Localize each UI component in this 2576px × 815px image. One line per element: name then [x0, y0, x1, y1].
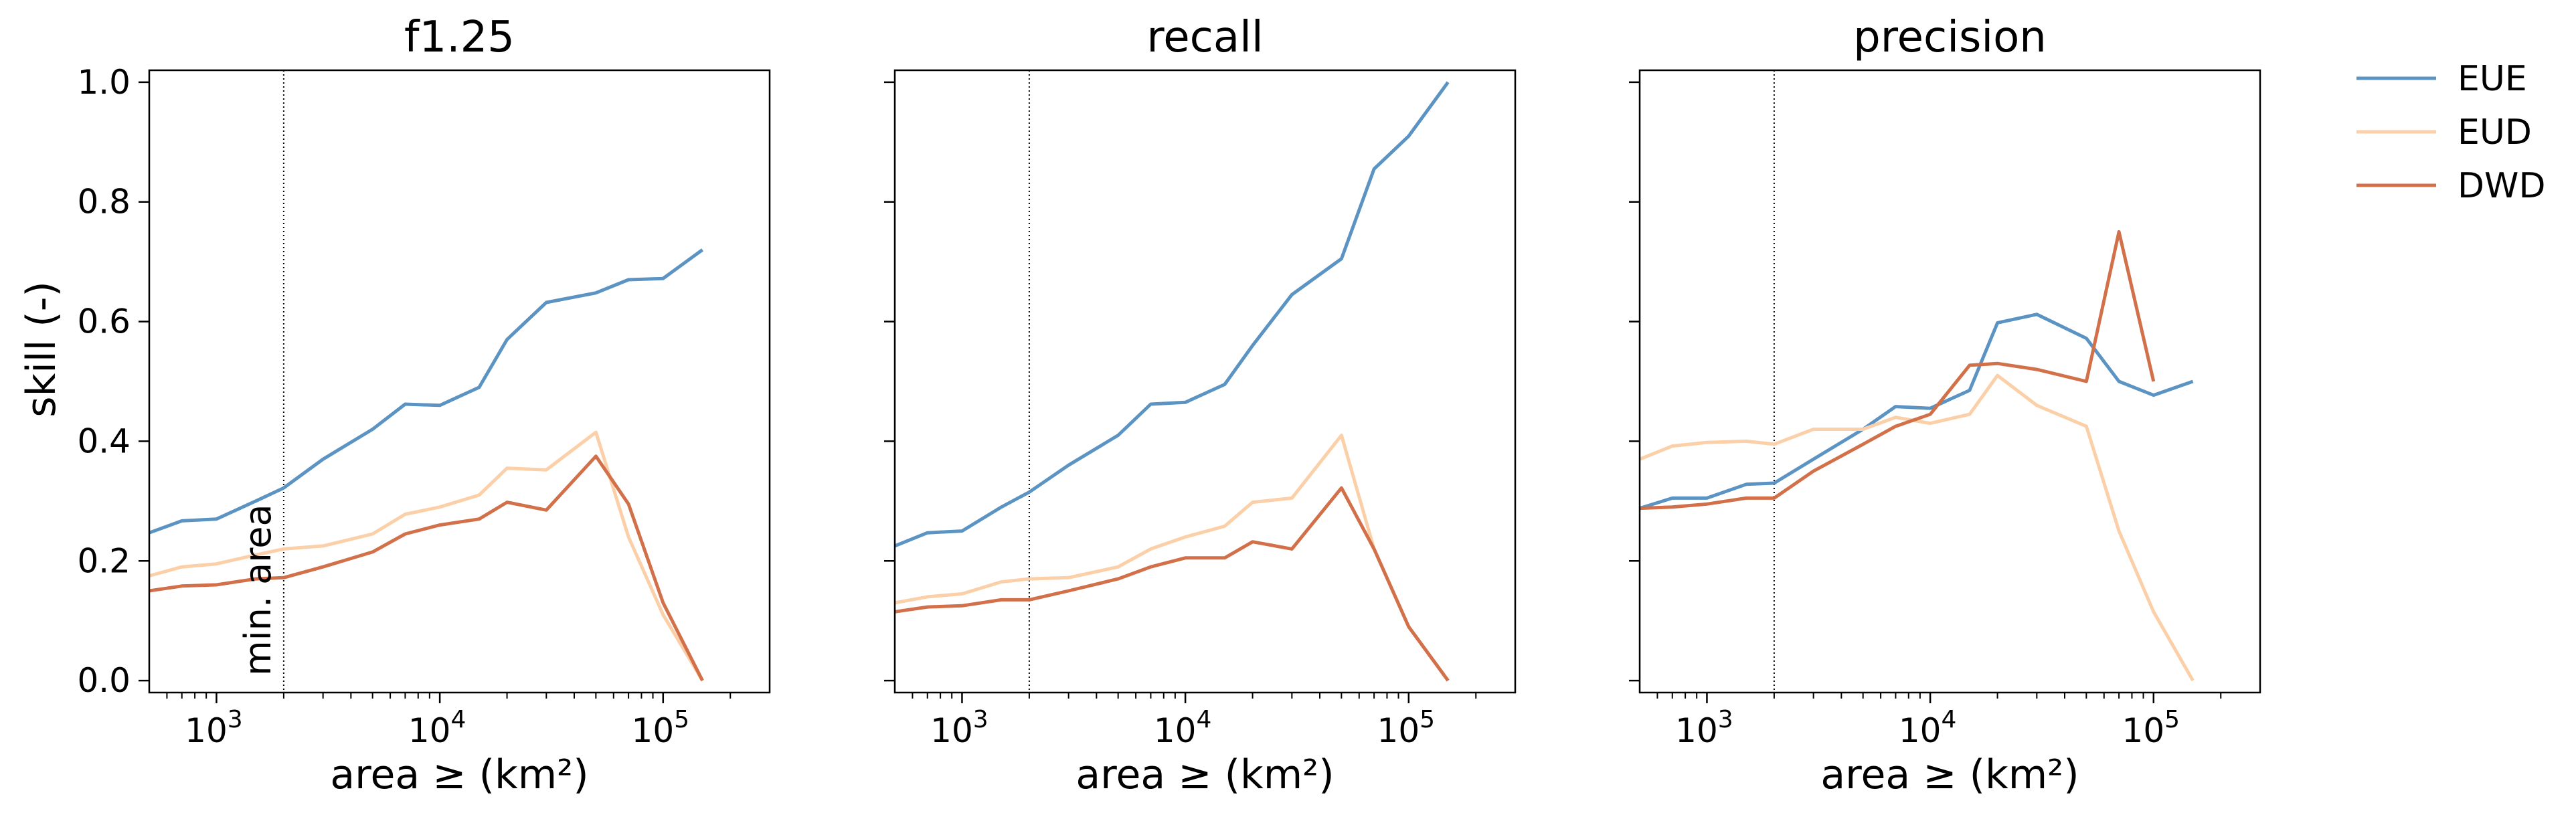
series-line-eue: [149, 248, 704, 535]
series-line-dwd: [1639, 230, 2156, 511]
series-line-dwd: [894, 486, 1450, 682]
x-tick-label: 104: [1154, 706, 1212, 750]
chart-panel-3: precision 103 104 105 area ≥ (km²): [1629, 13, 2261, 798]
x-tick-label: 103: [930, 706, 989, 750]
x-tick-label: 105: [632, 706, 690, 750]
x-tick-label: 104: [1899, 706, 1957, 750]
y-tick-label: 0.8: [77, 183, 131, 221]
y-tick-label: 0.6: [77, 302, 131, 341]
plot-frame: [148, 69, 771, 694]
min-area-annotation: min. area: [237, 504, 279, 676]
series-line-eud: [149, 430, 704, 682]
legend-label-eue: EUE: [2458, 59, 2527, 99]
legend-label-eud: EUD: [2458, 112, 2532, 153]
legend-label-dwd: DWD: [2458, 166, 2546, 206]
x-tick-label: 103: [185, 706, 243, 750]
y-tick-label: 0.0: [77, 661, 131, 700]
y-tick-label: 1.0: [77, 63, 131, 102]
x-tick-label: 104: [408, 706, 466, 750]
legend: EUE EUD DWD: [2356, 59, 2546, 206]
x-axis-label: area ≥ (km²): [1076, 751, 1334, 798]
series-line-eue: [894, 81, 1450, 548]
x-tick-label: 103: [1675, 706, 1733, 750]
plot-frame: [893, 69, 1517, 694]
x-axis-label: area ≥ (km²): [1820, 751, 2079, 798]
chart-panel-2: recall 103 104 105 area ≥ (km²): [884, 13, 1517, 798]
x-tick-label: 105: [2122, 706, 2180, 750]
chart-title: f1.25: [404, 13, 515, 62]
x-axis-label: area ≥ (km²): [330, 751, 588, 798]
plot-frame: [1638, 69, 2261, 694]
y-axis-label: skill (-): [18, 281, 65, 418]
series-line-eue: [1639, 312, 2194, 510]
chart-panel-1: f1.25 103 104 105 0.0 0.2 0.4 0.6 0.8 1.0 area ≥ (…: [77, 13, 771, 798]
series-line-dwd: [149, 454, 704, 682]
series-line-eud: [1639, 373, 2195, 682]
x-tick-label: 105: [1377, 706, 1436, 750]
chart-title: recall: [1146, 13, 1263, 62]
series-line-eud: [894, 434, 1450, 682]
chart-title: precision: [1853, 13, 2047, 62]
y-tick-label: 0.4: [77, 422, 131, 460]
y-tick-label: 0.2: [77, 541, 131, 580]
